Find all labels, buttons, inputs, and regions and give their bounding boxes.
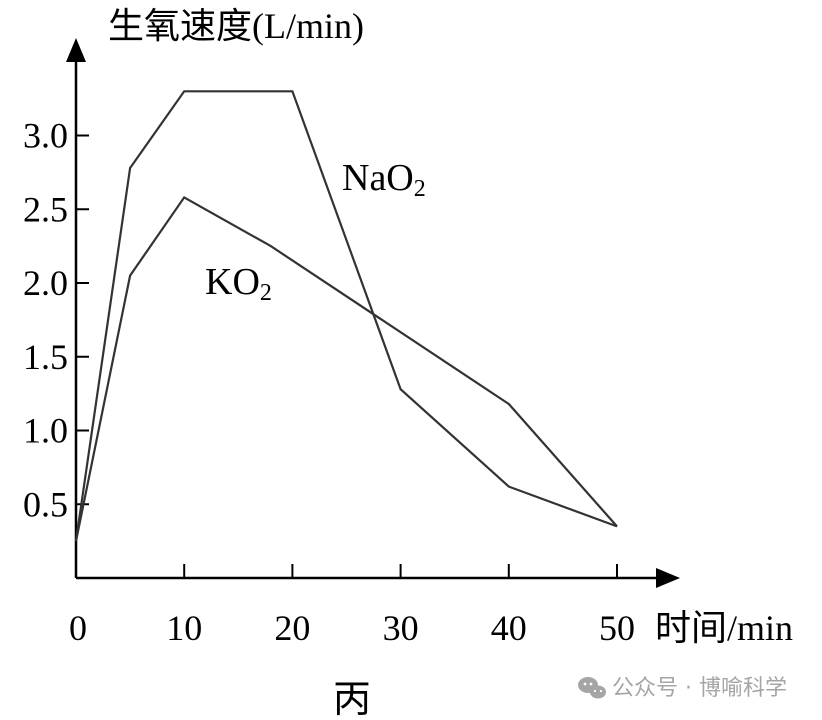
x-tick-label-10: 10 — [166, 608, 202, 648]
watermark-text: 公众号 · 博喻科学 — [612, 676, 787, 701]
series-label-nao2-main: NaO — [342, 157, 414, 199]
x-tick-label-50: 50 — [599, 608, 635, 648]
x-tick-label-20: 20 — [274, 608, 310, 648]
y-tick-label-0-5: 0.5 — [23, 484, 68, 524]
y-tick-label-1-5: 1.5 — [23, 337, 68, 377]
y-axis-title: 生氧速度(L/min) — [108, 6, 364, 46]
series-label-nao2: NaO2 — [342, 157, 426, 202]
y-tick-label-1: 1.0 — [23, 411, 68, 451]
origin-tick-label: 0 — [69, 608, 87, 648]
y-tick-label-2: 2.0 — [23, 263, 68, 303]
series-label-ko2-main: KO — [205, 261, 260, 303]
y-ticks: 0.5 1.0 1.5 2.0 2.5 3.0 — [23, 116, 89, 524]
x-axis-arrowhead — [656, 568, 680, 588]
series-line-ko2 — [74, 195, 618, 542]
y-tick-label-2-5: 2.5 — [23, 189, 68, 229]
wechat-icon — [578, 677, 606, 699]
x-tick-label-30: 30 — [383, 608, 419, 648]
x-tick-label-40: 40 — [491, 608, 527, 648]
series-label-nao2-sub: 2 — [414, 176, 426, 202]
watermark: 公众号 · 博喻科学 — [578, 676, 787, 701]
axes — [66, 38, 680, 588]
series-label-ko2-sub: 2 — [260, 280, 272, 306]
x-ticks: 10 20 30 40 50 — [166, 564, 635, 648]
y-tick-label-3: 3.0 — [23, 116, 68, 156]
x-axis-title: 时间/min — [655, 608, 793, 648]
y-axis-arrowhead — [66, 38, 86, 62]
series-label-ko2: KO2 — [205, 261, 272, 306]
series-line-nao2 — [74, 90, 618, 542]
figure-label: 丙 — [333, 679, 371, 720]
series-lines — [74, 90, 618, 542]
